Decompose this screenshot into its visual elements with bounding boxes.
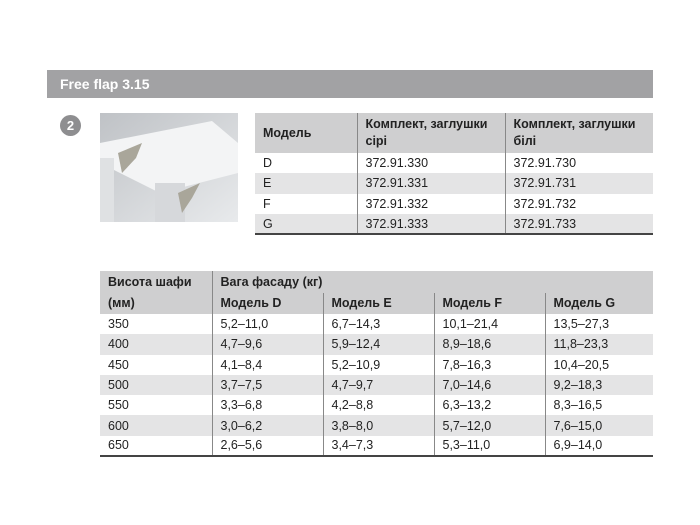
table-cell: 13,5–27,3 <box>544 314 653 335</box>
table-row: 600 3,0–6,2 3,8–8,0 5,7–12,0 7,6–15,0 <box>100 415 653 436</box>
table-cell: 8,9–18,6 <box>433 334 545 355</box>
table-cell: 450 <box>108 357 129 372</box>
table-cell: 9,2–18,3 <box>544 374 653 396</box>
table-row: E 372.91.331 372.91.731 <box>255 173 653 194</box>
table-cell: 6,7–14,3 <box>322 314 434 335</box>
table-row: 400 4,7–9,6 5,9–12,4 8,9–18,6 11,8–23,3 <box>100 334 653 355</box>
header-model: Модель <box>255 113 357 153</box>
table-cell: 11,8–23,3 <box>544 334 653 355</box>
table-cell: 350 <box>108 317 129 332</box>
section-title: Free flap 3.15 <box>47 70 653 98</box>
table-cell: 5,2–11,0 <box>211 314 323 335</box>
table-cell: 5,9–12,4 <box>322 334 434 355</box>
header-kit-grey: Комплект, заглушки сірі <box>356 113 505 153</box>
table-row: F 372.91.332 372.91.732 <box>255 193 653 214</box>
table-cell: D <box>263 156 273 171</box>
header-weight: Вага фасаду (кг) <box>211 271 653 293</box>
table-cell: 8,3–16,5 <box>544 395 653 416</box>
table-cell: 372.91.730 <box>504 153 653 174</box>
table-row: D 372.91.330 372.91.730 <box>255 153 653 174</box>
table-cell: 3,0–6,2 <box>211 415 323 436</box>
table-cell: 5,2–10,9 <box>322 354 434 375</box>
table-cell: 372.91.333 <box>356 213 505 235</box>
table-row: 650 2,6–5,6 3,4–7,3 5,3–11,0 6,9–14,0 <box>100 435 653 457</box>
table-cell: 650 <box>108 438 129 453</box>
product-photo <box>100 113 238 222</box>
table-row: G 372.91.333 372.91.733 <box>255 213 653 235</box>
table-cell: 3,8–8,0 <box>322 415 434 436</box>
table-row: 350 5,2–11,0 6,7–14,3 10,1–21,4 13,5–27,3 <box>100 314 653 335</box>
header-height: Висота шафи (мм) <box>100 271 212 314</box>
table-cell: 10,4–20,5 <box>544 354 653 375</box>
table-cell: 3,3–6,8 <box>211 395 323 416</box>
table-cell: 4,7–9,7 <box>322 374 434 396</box>
header-model-e: Модель E <box>322 292 434 314</box>
header-model-d: Модель D <box>211 292 323 314</box>
table-cell: 3,4–7,3 <box>322 435 434 457</box>
table-cell: 372.91.732 <box>504 193 653 214</box>
table-cell: 5,3–11,0 <box>433 435 545 457</box>
table-cell: 372.91.733 <box>504 213 653 235</box>
table-cell: 550 <box>108 398 129 413</box>
table-cell: 2,6–5,6 <box>211 435 323 457</box>
table-cell: 372.91.331 <box>356 173 505 194</box>
table-cell: 500 <box>100 374 212 396</box>
table-cell: 5,7–12,0 <box>433 415 545 436</box>
table-cell: 400 <box>100 334 212 355</box>
header-model-g: Модель G <box>544 292 653 314</box>
table-cell: E <box>255 173 357 194</box>
table-cell: 3,7–7,5 <box>211 374 323 396</box>
table-cell: 4,7–9,6 <box>211 334 323 355</box>
header-kit-white: Комплект, заглушки білі <box>504 113 653 153</box>
table-cell: 372.91.731 <box>504 173 653 194</box>
table-cell: 7,8–16,3 <box>433 354 545 375</box>
header-model-f: Модель F <box>433 292 545 314</box>
models-table: Модель Комплект, заглушки сірі Комплект,… <box>255 113 653 236</box>
table-row: 500 3,7–7,5 4,7–9,7 7,0–14,6 9,2–18,3 <box>100 374 653 396</box>
table-cell: 6,9–14,0 <box>544 435 653 457</box>
weight-table: Висота шафи (мм) Вага фасаду (кг) Модель… <box>100 271 653 458</box>
step-badge: 2 <box>60 115 81 136</box>
table-row: 550 3,3–6,8 4,2–8,8 6,3–13,2 8,3–16,5 <box>100 395 653 416</box>
table-cell: 7,6–15,0 <box>544 415 653 436</box>
table-cell: 4,2–8,8 <box>322 395 434 416</box>
table-cell: 372.91.332 <box>356 193 505 214</box>
table-cell: 7,0–14,6 <box>433 374 545 396</box>
table-cell: 10,1–21,4 <box>433 314 545 335</box>
table-row: 450 4,1–8,4 5,2–10,9 7,8–16,3 10,4–20,5 <box>100 354 653 375</box>
table-cell: 6,3–13,2 <box>433 395 545 416</box>
table-cell: 372.91.330 <box>356 153 505 174</box>
table-cell: 600 <box>100 415 212 436</box>
table-cell: G <box>255 213 357 235</box>
table-cell: 4,1–8,4 <box>211 354 323 375</box>
table-cell: F <box>263 196 271 211</box>
